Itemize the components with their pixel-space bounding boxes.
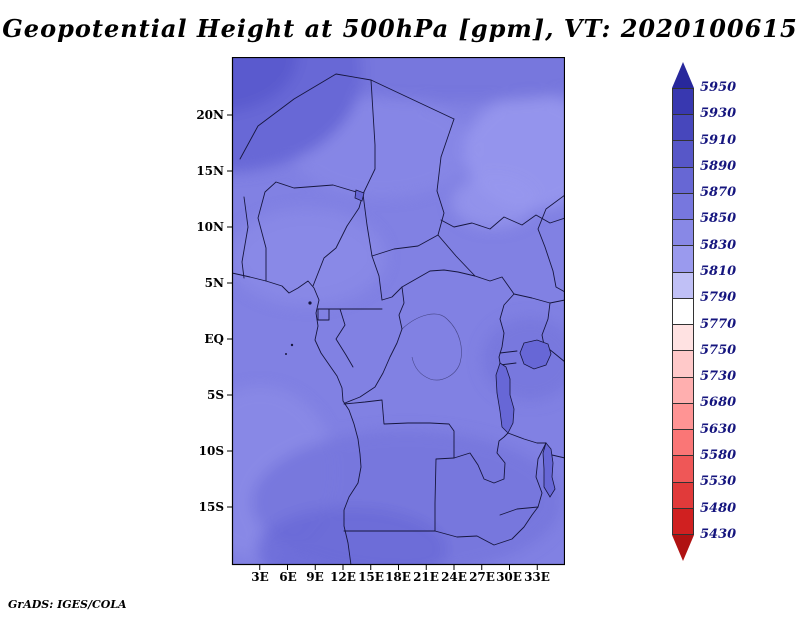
axis-tick-marks bbox=[227, 114, 538, 570]
map-panel bbox=[227, 57, 565, 570]
ytick-5s: 5S bbox=[206, 388, 224, 402]
xtick-3e: 3E bbox=[251, 570, 269, 584]
colorbar-label: 5730 bbox=[700, 369, 737, 385]
island-bioko bbox=[308, 301, 312, 305]
lake-tanganyika bbox=[495, 362, 515, 434]
plot-title: Geopotential Height at 500hPa [gpm], VT:… bbox=[2, 14, 798, 43]
colorbar-segment bbox=[673, 455, 693, 482]
colorbar-segment bbox=[673, 481, 693, 508]
xtick-9e: 9E bbox=[306, 570, 324, 584]
field-shading bbox=[232, 57, 565, 565]
xtick-27e: 27E bbox=[469, 570, 495, 584]
colorbar-label: 5950 bbox=[700, 80, 737, 95]
xtick-24e: 24E bbox=[441, 570, 467, 584]
lake-victoria bbox=[519, 339, 552, 370]
xtick-21e: 21E bbox=[413, 570, 439, 584]
colorbar-label: 5810 bbox=[700, 263, 737, 279]
colorbar-segments bbox=[672, 88, 694, 535]
xtick-6e: 6E bbox=[279, 570, 297, 584]
colorbar-labels: 5950 5930 5910 5890 5870 5850 5830 5810 5790 5770… bbox=[700, 80, 760, 543]
colorbar-arrow-down bbox=[672, 535, 694, 561]
lake-chad bbox=[354, 189, 365, 202]
colorbar-label: 5430 bbox=[700, 526, 737, 542]
colorbar-label: 5580 bbox=[700, 447, 737, 463]
island-principe bbox=[290, 343, 294, 347]
colorbar-label: 5910 bbox=[700, 132, 737, 148]
ytick-10s: 10S bbox=[198, 444, 224, 458]
colorbar-segment bbox=[673, 324, 693, 351]
colorbar-label: 5850 bbox=[700, 211, 737, 227]
colorbar-label: 5930 bbox=[700, 106, 737, 122]
colorbar-segment bbox=[673, 219, 693, 246]
colorbar-label: 5790 bbox=[700, 290, 737, 306]
colorbar-label: 5680 bbox=[700, 395, 737, 411]
colorbar-segment bbox=[673, 429, 693, 456]
colorbar-segment bbox=[673, 89, 693, 115]
colorbar-segment bbox=[673, 350, 693, 377]
colorbar-segment bbox=[673, 402, 693, 430]
colorbar-label: 5530 bbox=[700, 474, 737, 490]
map-frame bbox=[231, 57, 565, 566]
colorbar-segment bbox=[673, 192, 693, 220]
ytick-eq: EQ bbox=[204, 332, 224, 346]
colorbar-segment bbox=[673, 297, 693, 325]
colorbar-label: 5830 bbox=[700, 237, 737, 253]
colorbar-segment bbox=[673, 114, 693, 141]
ytick-15n: 15N bbox=[196, 164, 224, 178]
colorbar-segment bbox=[673, 376, 693, 403]
xtick-30e: 30E bbox=[496, 570, 522, 584]
ytick-10n: 10N bbox=[196, 220, 224, 234]
island-sao-tome bbox=[285, 353, 287, 355]
colorbar-segment bbox=[673, 271, 693, 298]
colorbar-segment bbox=[673, 507, 693, 534]
colorbar-label: 5750 bbox=[700, 342, 737, 358]
colorbar-segment bbox=[673, 245, 693, 272]
ytick-5n: 5N bbox=[204, 276, 224, 290]
credit-text: GrADS: IGES/COLA bbox=[8, 598, 127, 611]
xtick-33e: 33E bbox=[524, 570, 550, 584]
colorbar-label: 5770 bbox=[700, 316, 737, 332]
xtick-18e: 18E bbox=[385, 570, 411, 584]
colorbar-label: 5630 bbox=[700, 421, 737, 437]
xtick-12e: 12E bbox=[330, 570, 356, 584]
colorbar-segment bbox=[673, 140, 693, 167]
colorbar-arrow-up bbox=[672, 62, 694, 88]
colorbar-label: 5890 bbox=[700, 158, 737, 174]
country-borders bbox=[232, 73, 565, 565]
ytick-15s: 15S bbox=[198, 500, 224, 514]
ytick-20n: 20N bbox=[196, 108, 224, 122]
xtick-15e: 15E bbox=[358, 570, 384, 584]
lake-malawi bbox=[542, 442, 556, 498]
lakes bbox=[285, 189, 556, 498]
colorbar-segment bbox=[673, 166, 693, 193]
colorbar-label: 5870 bbox=[700, 185, 737, 201]
colorbar-label: 5480 bbox=[700, 500, 737, 516]
